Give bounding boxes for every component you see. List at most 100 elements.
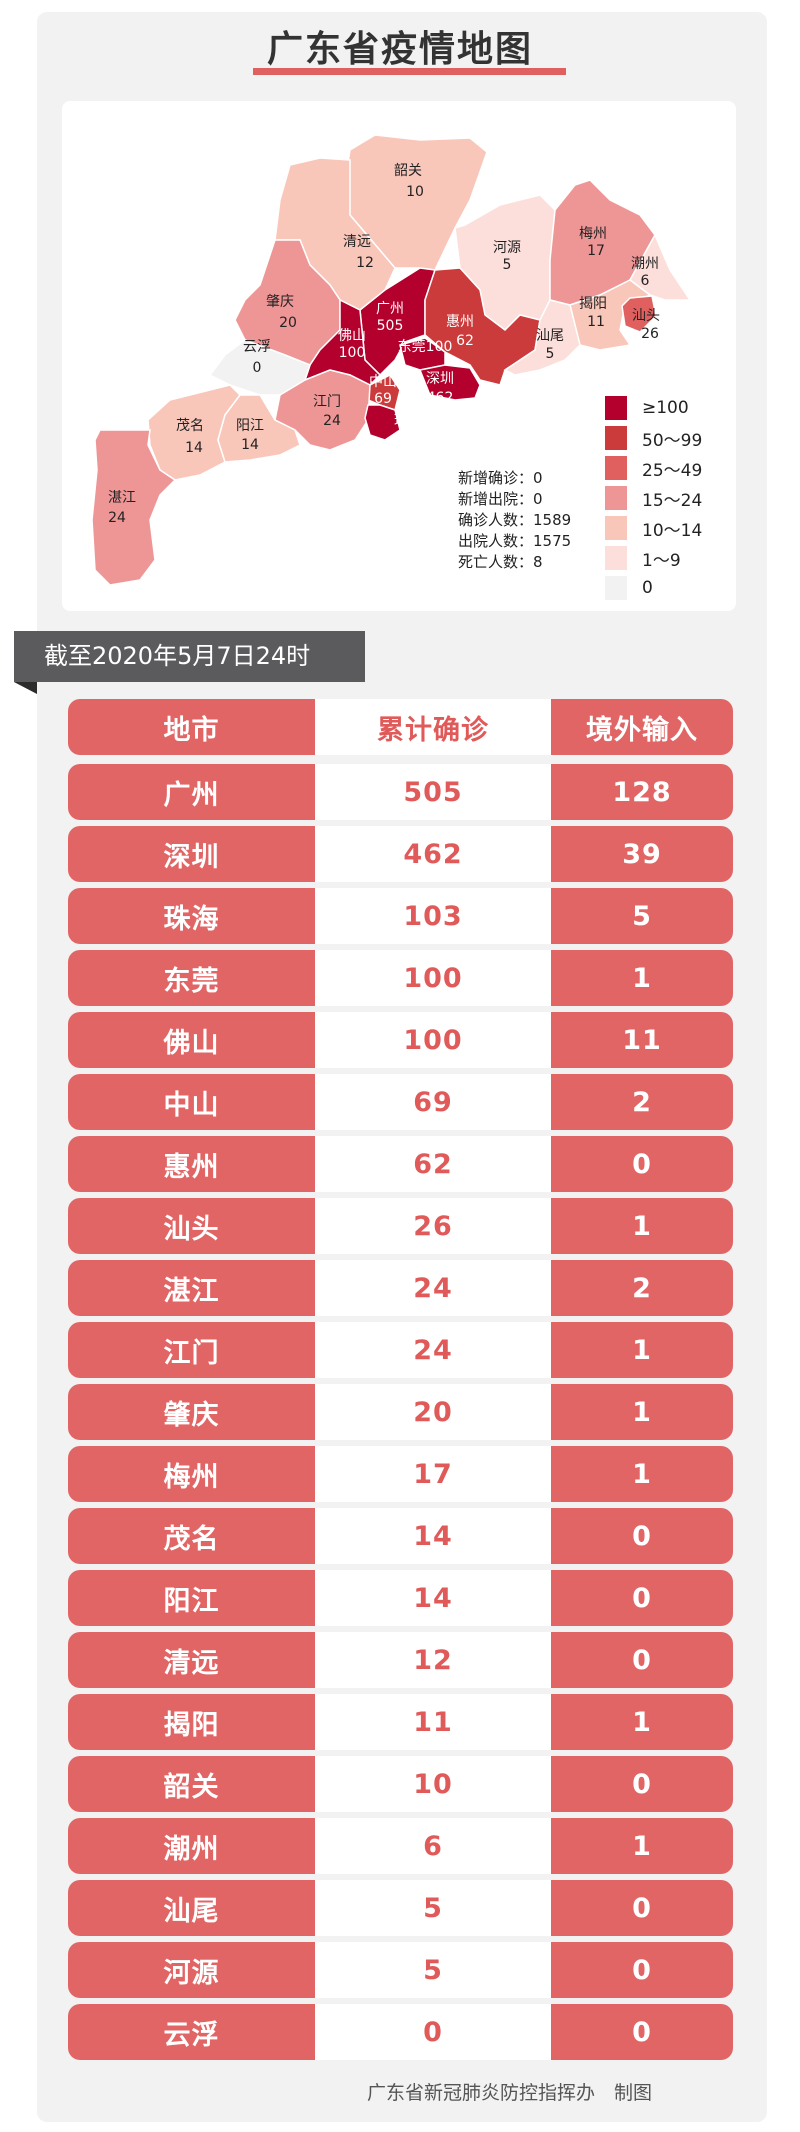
region-value-label: 14	[185, 440, 203, 456]
legend-swatch	[605, 516, 627, 540]
region-value-label: 10	[406, 184, 424, 200]
legend-swatch	[605, 486, 627, 510]
region-name-label: 潮州	[631, 256, 659, 272]
table-row: 汕头 26 1	[68, 1198, 733, 1254]
imported-cell: 5	[551, 888, 733, 944]
legend-label: 1～9	[642, 550, 681, 571]
legend-label: 15～24	[642, 490, 703, 511]
total-confirmed-cell: 11	[315, 1694, 551, 1750]
legend-item: 10～14	[605, 513, 702, 543]
table-row: 江门 24 1	[68, 1322, 733, 1378]
imported-cell: 1	[551, 1384, 733, 1440]
footer-credit: 广东省新冠肺炎防控指挥办 制图	[367, 2082, 653, 2104]
table-row: 韶关 10 0	[68, 1756, 733, 1812]
region-value-label: 17	[587, 243, 605, 259]
header-total-confirmed: 累计确诊	[315, 699, 551, 755]
legend-swatch	[605, 396, 627, 420]
total-confirmed-cell: 69	[315, 1074, 551, 1130]
region-name-label: 深圳	[426, 371, 454, 387]
city-cell: 揭阳	[68, 1694, 315, 1750]
city-cell: 梅州	[68, 1446, 315, 1502]
total-confirmed-cell: 12	[315, 1632, 551, 1688]
header-city: 地市	[68, 699, 315, 755]
table-row: 汕尾 5 0	[68, 1880, 733, 1936]
total-confirmed-cell: 62	[315, 1136, 551, 1192]
total-confirmed-cell: 5	[315, 1942, 551, 1998]
total-confirmed-cell: 103	[315, 888, 551, 944]
city-cell: 珠海	[68, 888, 315, 944]
region-name-label: 江门	[313, 394, 341, 410]
city-cell: 深圳	[68, 826, 315, 882]
legend-swatch	[605, 456, 627, 480]
stat-deaths: 死亡人数：8	[458, 553, 543, 571]
legend-item: 0	[605, 573, 702, 603]
city-cell: 东莞	[68, 950, 315, 1006]
city-cell: 湛江	[68, 1260, 315, 1316]
region-name-label: 汕头	[632, 308, 660, 324]
region-name-label: 阳江	[236, 418, 264, 434]
table-row: 东莞 100 1	[68, 950, 733, 1006]
region-name-label: 广州	[376, 301, 404, 317]
region-value-label: 69	[374, 391, 392, 407]
region-value-label: 24	[323, 413, 341, 429]
city-cell: 汕头	[68, 1198, 315, 1254]
region-value-label: 462	[427, 390, 454, 406]
table-row: 梅州 17 1	[68, 1446, 733, 1502]
city-cell: 惠州	[68, 1136, 315, 1192]
total-confirmed-cell: 505	[315, 764, 551, 820]
legend-item: 25～49	[605, 453, 702, 483]
table-header: 地市 累计确诊 境外输入	[68, 699, 733, 755]
table-row: 潮州 6 1	[68, 1818, 733, 1874]
map-region	[503, 299, 581, 376]
city-cell: 中山	[68, 1074, 315, 1130]
table-row: 云浮 0 0	[68, 2004, 733, 2060]
total-confirmed-cell: 100	[315, 1012, 551, 1068]
region-name-label: 佛山	[338, 328, 366, 344]
total-confirmed-cell: 100	[315, 950, 551, 1006]
city-cell: 佛山	[68, 1012, 315, 1068]
total-confirmed-cell: 462	[315, 826, 551, 882]
region-name-label: 肇庆	[266, 294, 294, 310]
map-stats: 新增确诊：0 新增出院：0 确诊人数：1589 出院人数：1575 死亡人数：8	[458, 468, 571, 573]
region-name-label: 梅州	[579, 226, 607, 242]
region-name-label: 中山	[369, 374, 397, 390]
region-value-label: 14	[241, 437, 259, 453]
map-region	[91, 429, 177, 586]
imported-cell: 1	[551, 1322, 733, 1378]
region-value-label: 62	[456, 333, 474, 349]
page-title: 广东省疫情地图	[266, 29, 533, 70]
table-row: 清远 12 0	[68, 1632, 733, 1688]
legend-item: ≥100	[605, 393, 702, 423]
total-confirmed-cell: 14	[315, 1508, 551, 1564]
map-region	[217, 394, 301, 463]
region-value-label: 24	[108, 510, 126, 526]
map-legend: ≥100 50～99 25～49 15～24 10～14 1～9 0	[605, 393, 702, 603]
region-value-label: 5	[503, 257, 512, 273]
city-cell: 广州	[68, 764, 315, 820]
imported-cell: 0	[551, 1880, 733, 1936]
stat-new-confirmed: 新增确诊：0	[458, 469, 543, 487]
imported-cell: 0	[551, 2004, 733, 2060]
city-cell: 云浮	[68, 2004, 315, 2060]
legend-item: 50～99	[605, 423, 702, 453]
region-name-label: 清远	[343, 234, 371, 250]
legend-swatch	[605, 546, 627, 570]
imported-cell: 11	[551, 1012, 733, 1068]
total-confirmed-cell: 20	[315, 1384, 551, 1440]
region-value-label: 103	[397, 433, 424, 449]
imported-cell: 0	[551, 1508, 733, 1564]
map-region	[274, 369, 371, 451]
stat-new-discharged: 新增出院：0	[458, 490, 543, 508]
region-name-label: 湛江	[108, 490, 136, 506]
region-value-label: 6	[641, 273, 650, 289]
region-name-label: 韶关	[394, 163, 422, 179]
imported-cell: 1	[551, 1446, 733, 1502]
table-row: 湛江 24 2	[68, 1260, 733, 1316]
region-value-label: 11	[587, 314, 605, 330]
imported-cell: 1	[551, 1694, 733, 1750]
city-cell: 清远	[68, 1632, 315, 1688]
total-confirmed-cell: 5	[315, 1880, 551, 1936]
region-name-label: 惠州	[446, 314, 474, 330]
region-label: 东莞100	[398, 339, 453, 355]
map-region	[208, 339, 311, 396]
